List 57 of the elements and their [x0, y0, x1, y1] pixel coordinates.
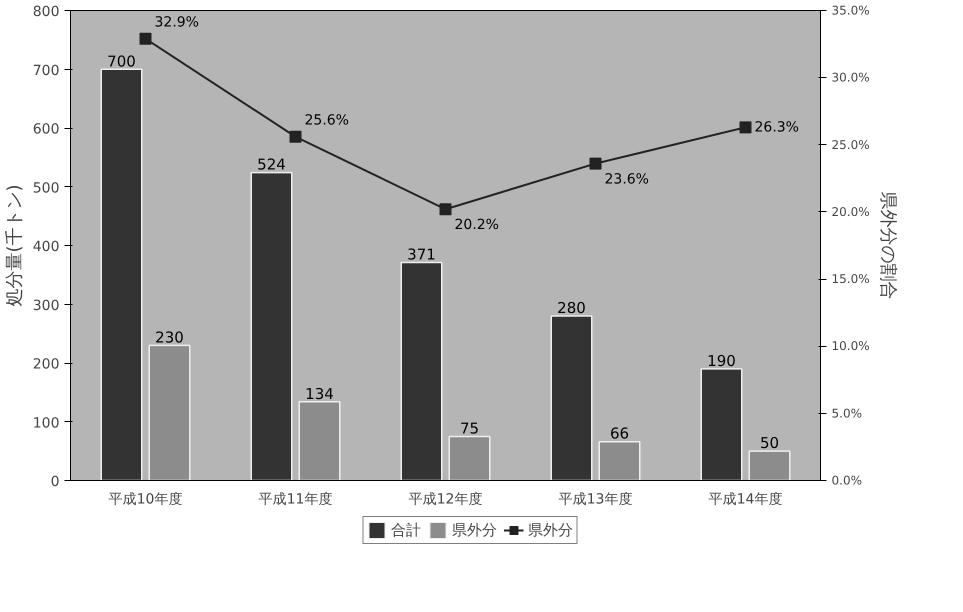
data-label: 66 — [610, 424, 630, 443]
point — [590, 158, 602, 170]
legend-label: 合計 — [391, 520, 421, 540]
x-tick-label: 平成11年度 — [258, 492, 332, 508]
data-label: 50 — [760, 434, 780, 452]
data-label: 371 — [407, 246, 436, 264]
bar — [400, 262, 442, 480]
y2-tick-label: 5.0% — [832, 406, 862, 420]
bar — [148, 344, 190, 480]
data-label: 524 — [257, 156, 286, 174]
y2-tick-label: 15.0% — [832, 272, 870, 286]
legend-label: 県外分 — [528, 520, 573, 540]
bar — [598, 440, 640, 480]
x-tick-label: 平成14年度 — [708, 492, 782, 508]
data-label: 32.9% — [154, 14, 199, 31]
y-tick-label: 800 — [32, 4, 60, 20]
data-label: 26.3% — [754, 119, 799, 136]
y2-tick-label: 35.0% — [832, 4, 870, 18]
x-tick-label: 平成10年度 — [108, 492, 182, 508]
data-label: 23.6% — [604, 172, 649, 188]
x-tick-label: 平成13年度 — [558, 492, 632, 508]
y2-tick-label: 25.0% — [832, 138, 870, 152]
y2-tick-label: 20.0% — [832, 204, 870, 219]
bar — [250, 172, 292, 480]
point — [290, 130, 302, 143]
y2-tick-label: 10.0% — [832, 339, 870, 354]
data-label: 230 — [155, 328, 184, 346]
y-tick-label: 200 — [32, 356, 60, 372]
point — [440, 203, 452, 216]
bar — [550, 315, 592, 480]
y-tick-label: 400 — [32, 239, 60, 255]
y-tick-label: 100 — [32, 415, 60, 432]
bar — [100, 68, 142, 480]
data-label: 25.6% — [304, 112, 349, 129]
y-tick-label: 500 — [32, 180, 60, 196]
y2-tick-label: 0.0% — [832, 474, 862, 488]
bar — [298, 401, 340, 480]
x-tick-label: 平成12年度 — [408, 492, 482, 508]
point — [740, 121, 752, 134]
data-label: 75 — [460, 419, 480, 438]
data-label: 700 — [107, 52, 136, 70]
y-tick-label: 300 — [32, 298, 60, 314]
y-axis-title: 処分量(千トン) — [4, 184, 25, 307]
y-tick-label: 700 — [32, 62, 60, 79]
bar — [700, 368, 742, 480]
data-label: 20.2% — [454, 217, 499, 234]
bar — [748, 450, 790, 480]
y2-axis-title: 県外分の割合 — [878, 192, 899, 300]
point — [140, 32, 152, 45]
y2-tick-label: 30.0% — [832, 70, 870, 85]
y-tick-label: 600 — [32, 122, 60, 138]
bar — [448, 436, 490, 480]
y-tick-label: 0 — [50, 474, 60, 490]
data-label: 280 — [557, 299, 586, 317]
data-label: 134 — [305, 384, 334, 403]
data-label: 190 — [707, 352, 736, 370]
legend-label: 県外分 — [452, 520, 497, 540]
